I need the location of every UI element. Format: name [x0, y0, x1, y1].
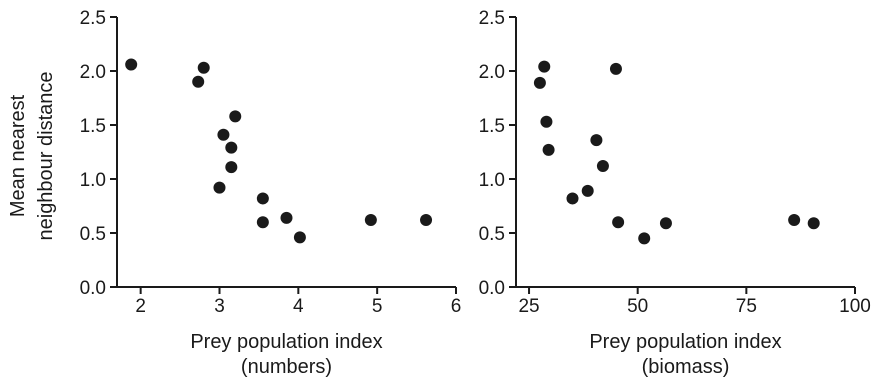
y-tick-label: 2.5 [479, 8, 505, 29]
x-tick-label: 5 [372, 296, 383, 317]
data-point [229, 110, 242, 123]
x-tick-label: 6 [451, 296, 462, 317]
y-axis-title: neighbour distance [35, 71, 57, 240]
y-tick-label: 0.5 [479, 224, 505, 245]
data-point [609, 62, 622, 75]
panel-numbers: 0.0 0.5 1.0 1.5 2.0 2.5 2 3 4 5 6 Prey population i… [7, 8, 461, 378]
x-axis-title: Prey population index [589, 331, 781, 353]
y-tick-label: 1.5 [479, 116, 505, 137]
x-tick-label: 100 [839, 296, 871, 317]
data-point [533, 76, 546, 89]
y-tick-label: 0.0 [80, 278, 106, 299]
x-axis-title: (biomass) [642, 356, 730, 378]
data-point [581, 184, 594, 197]
data-point [225, 161, 238, 174]
y-tick-label: 1.5 [80, 116, 106, 137]
data-point [256, 216, 269, 229]
y-tick-label: 2.0 [80, 62, 106, 83]
data-point [213, 181, 226, 194]
data-point [197, 61, 210, 74]
y-tick-label: 1.0 [80, 170, 106, 191]
data-point [256, 192, 269, 205]
data-point [538, 60, 551, 73]
data-point [125, 58, 138, 71]
data-point [612, 216, 625, 229]
data-point [217, 128, 230, 141]
x-tick-label: 25 [518, 296, 539, 317]
data-point [192, 75, 205, 88]
data-point [225, 141, 238, 154]
data-point [590, 134, 603, 147]
y-axis-title: Mean nearest [7, 94, 29, 217]
data-point [638, 232, 651, 245]
data-point [807, 217, 820, 230]
data-point [596, 160, 609, 173]
data-point [293, 231, 306, 244]
y-tick-label: 2.0 [479, 62, 505, 83]
data-point [420, 214, 433, 227]
data-point [659, 217, 672, 230]
x-tick-label: 50 [627, 296, 648, 317]
x-tick-label: 2 [135, 296, 146, 317]
data-point [364, 214, 377, 227]
panel-biomass: 0.0 0.5 1.0 1.5 2.0 2.5 25 50 75 100 Prey populati… [479, 8, 871, 378]
y-tick-label: 0.5 [80, 224, 106, 245]
data-point [566, 192, 579, 205]
y-tick-label: 2.5 [80, 8, 106, 29]
x-tick-label: 75 [736, 296, 757, 317]
x-axis-title: (numbers) [241, 356, 332, 378]
data-point [540, 115, 553, 128]
data-point [542, 143, 555, 156]
y-tick-label: 1.0 [479, 170, 505, 191]
x-tick-label: 3 [214, 296, 225, 317]
data-point [788, 214, 801, 227]
data-point [280, 211, 293, 224]
x-tick-label: 4 [293, 296, 304, 317]
x-axis-title: Prey population index [190, 331, 382, 353]
y-tick-label: 0.0 [479, 278, 505, 299]
